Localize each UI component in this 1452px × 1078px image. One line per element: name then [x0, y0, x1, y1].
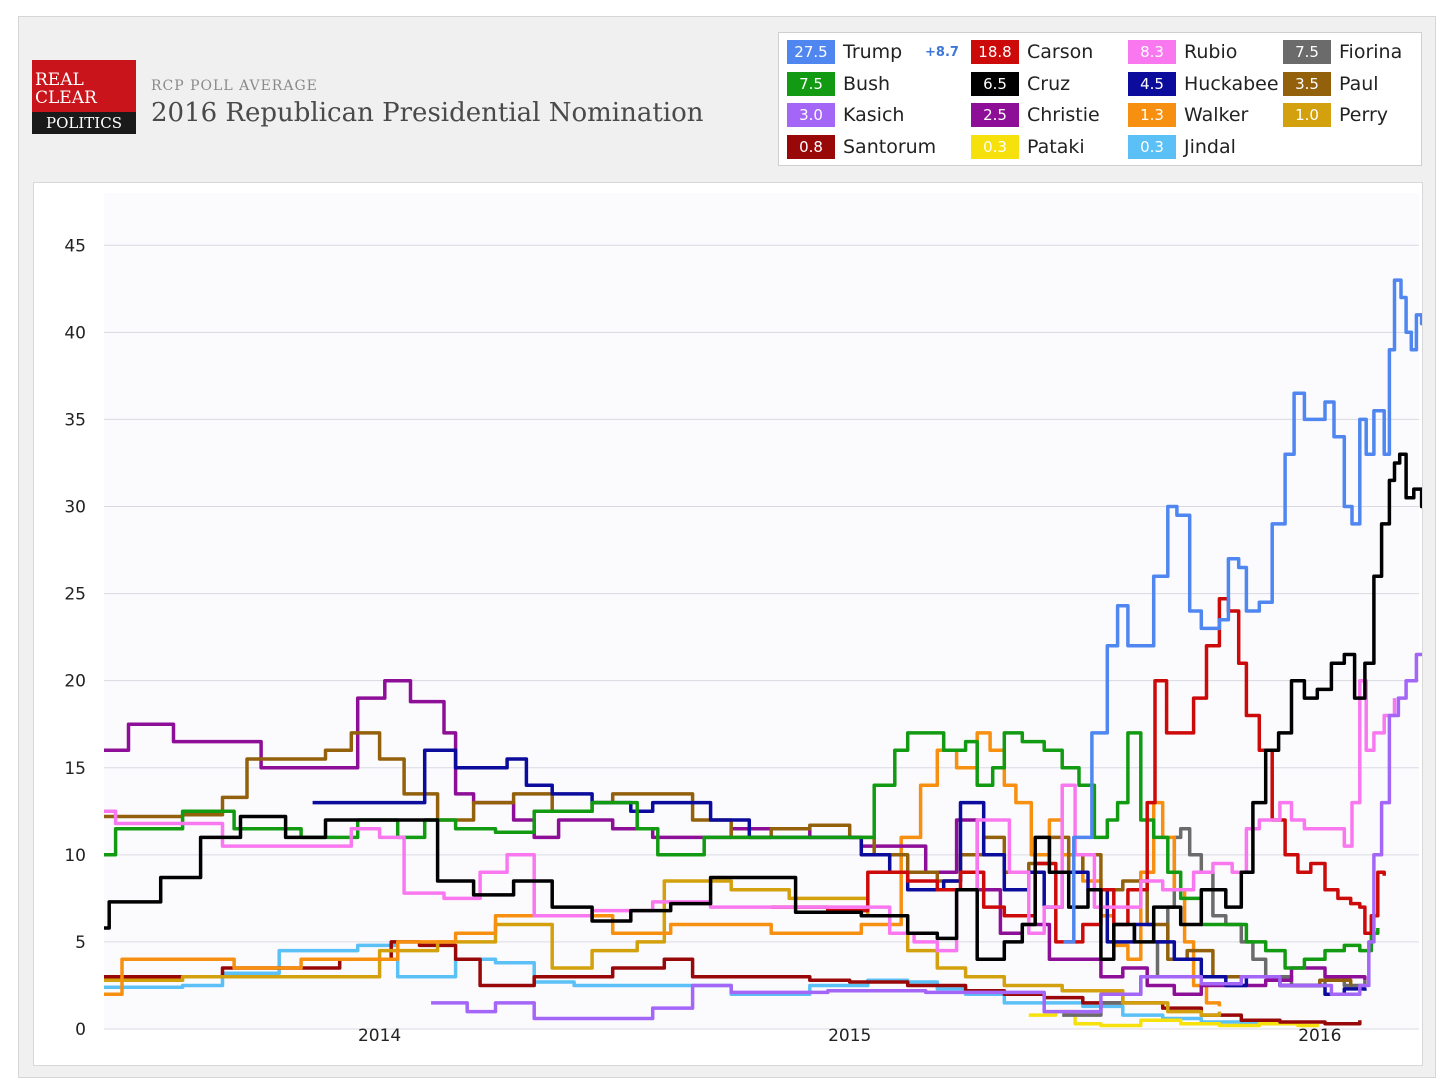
y-tick-label-35: 35: [64, 410, 86, 430]
y-tick-label-30: 30: [64, 498, 86, 518]
legend-value-huckabee: 4.5: [1128, 72, 1176, 96]
legend-value-paul: 3.5: [1283, 72, 1331, 96]
legend-item-fiorina[interactable]: 7.5 Fiorina: [1283, 39, 1423, 65]
plot-area: 0 5 10 15 20 25 30 35 40 45 2014 2015 2016: [33, 182, 1423, 1066]
series-line-huckabee[interactable]: [312, 748, 1367, 996]
logo-line-2: CLEAR: [35, 88, 97, 108]
series-line-walker[interactable]: [104, 731, 1222, 1007]
legend-value-trump: 27.5: [787, 40, 835, 64]
legend-item-carson[interactable]: 18.8 Carson: [971, 39, 1111, 65]
logo-line-3: POLITICS: [32, 112, 136, 134]
legend-value-perry: 1.0: [1283, 103, 1331, 127]
legend-name-paul: Paul: [1339, 73, 1379, 95]
y-tick-label-10: 10: [64, 846, 86, 866]
y-tick-label-25: 25: [64, 585, 86, 605]
page-title: 2016 Republican Presidential Nomination: [151, 98, 704, 128]
y-tick-label-15: 15: [64, 759, 86, 779]
poll-average-kicker: RCP POLL AVERAGE: [151, 78, 318, 94]
legend-name-cruz: Cruz: [1027, 73, 1071, 95]
legend-value-cruz: 6.5: [971, 72, 1019, 96]
legend-item-pataki[interactable]: 0.3 Pataki: [971, 134, 1111, 160]
legend-value-rubio: 8.3: [1128, 40, 1176, 64]
y-tick-label-5: 5: [75, 933, 86, 953]
legend-item-bush[interactable]: 7.5 Bush: [787, 71, 927, 97]
legend-value-santorum: 0.8: [787, 135, 835, 159]
series-line-rubio[interactable]: [104, 678, 1397, 953]
legend-item-walker[interactable]: 1.3 Walker: [1128, 102, 1268, 128]
legend-value-walker: 1.3: [1128, 103, 1176, 127]
series-line-trump[interactable]: [1063, 216, 1423, 944]
legend-value-jindal: 0.3: [1128, 135, 1176, 159]
legend-item-paul[interactable]: 3.5 Paul: [1283, 71, 1423, 97]
y-tick-label-45: 45: [64, 236, 86, 256]
y-tick-label-40: 40: [64, 323, 86, 343]
legend-name-perry: Perry: [1339, 104, 1389, 126]
legend-name-pataki: Pataki: [1027, 136, 1085, 158]
chart-legend: 27.5 Trump +8.7 18.8 Carson 8.3 Rubio 7.5 Fiorin…: [778, 32, 1422, 166]
y-tick-label-0: 0: [75, 1020, 86, 1040]
y-tick-label-20: 20: [64, 672, 86, 692]
legend-name-walker: Walker: [1184, 104, 1249, 126]
legend-value-fiorina: 7.5: [1283, 40, 1331, 64]
legend-item-santorum[interactable]: 0.8 Santorum: [787, 134, 936, 160]
legend-value-carson: 18.8: [971, 40, 1019, 64]
legend-value-christie: 2.5: [971, 103, 1019, 127]
legend-name-trump: Trump: [843, 41, 903, 63]
legend-name-santorum: Santorum: [843, 136, 937, 158]
legend-item-huckabee[interactable]: 4.5 Huckabee: [1128, 71, 1279, 97]
legend-item-trump[interactable]: 27.5 Trump +8.7: [787, 39, 959, 65]
legend-item-kasich[interactable]: 3.0 Kasich: [787, 102, 927, 128]
series-line-bush[interactable]: [104, 731, 1380, 970]
legend-name-rubio: Rubio: [1184, 41, 1238, 63]
realclearpolitics-logo[interactable]: REAL CLEAR POLITICS: [32, 60, 136, 134]
legend-name-jindal: Jindal: [1184, 136, 1236, 158]
legend-item-christie[interactable]: 2.5 Christie: [971, 102, 1111, 128]
series-line-cruz[interactable]: [104, 452, 1422, 962]
x-tick-label-2014: 2014: [358, 1026, 401, 1046]
legend-value-kasich: 3.0: [787, 103, 835, 127]
legend-name-carson: Carson: [1027, 41, 1094, 63]
series-line-jindal[interactable]: [104, 943, 1262, 1026]
x-tick-label-2016: 2016: [1298, 1026, 1341, 1046]
series-line-carson[interactable]: [771, 597, 1386, 944]
legend-item-jindal[interactable]: 0.3 Jindal: [1128, 134, 1268, 160]
legend-value-pataki: 0.3: [971, 135, 1019, 159]
legend-name-fiorina: Fiorina: [1339, 41, 1403, 63]
plot-background: [104, 193, 1419, 1029]
legend-name-kasich: Kasich: [843, 104, 905, 126]
x-tick-label-2015: 2015: [828, 1026, 871, 1046]
legend-value-bush: 7.5: [787, 72, 835, 96]
legend-name-christie: Christie: [1027, 104, 1100, 126]
legend-item-rubio[interactable]: 8.3 Rubio: [1128, 39, 1268, 65]
line-chart: 0 5 10 15 20 25 30 35 40 45 2014 2015 2016: [64, 193, 1423, 1046]
legend-name-huckabee: Huckabee: [1184, 73, 1279, 95]
legend-item-cruz[interactable]: 6.5 Cruz: [971, 71, 1111, 97]
legend-item-perry[interactable]: 1.0 Perry: [1283, 102, 1423, 128]
legend-spread: +8.7: [925, 45, 959, 60]
logo-line-1: REAL: [35, 70, 84, 90]
legend-name-bush: Bush: [843, 73, 891, 95]
series-line-kasich[interactable]: [431, 637, 1422, 1021]
